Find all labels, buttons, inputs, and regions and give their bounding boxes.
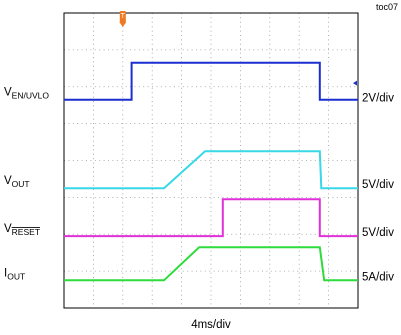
channel-scale-label: 5V/div: [362, 227, 394, 239]
time-scale-label: 4ms/div: [191, 319, 231, 331]
trigger-arrow: [119, 11, 126, 23]
channel-name-label: IOUT: [4, 267, 25, 281]
trigger-letter: T: [121, 13, 126, 20]
trace-v-out: [64, 150, 358, 190]
channel-labels: VEN/UVLO 2V/div VOUT 5V/div VRESET 5V/div IOUT…: [4, 87, 394, 284]
channel-scale-label: 5V/div: [362, 179, 394, 191]
trigger-marker: T: [119, 11, 127, 27]
channel-reference-arrow: [353, 80, 357, 86]
plot-frame: [63, 12, 359, 309]
channel-name-label: VRESET: [4, 223, 40, 237]
channel-name-label: VOUT: [4, 175, 30, 189]
channel-scale-label: 5A/div: [362, 271, 394, 283]
traces: [64, 61, 358, 282]
trigger-arrow-tip: [119, 22, 127, 27]
trace-v-reset: [64, 198, 358, 238]
channel-name-label: VEN/UVLO: [4, 87, 49, 101]
channel-scale-label: 2V/div: [362, 93, 394, 105]
trace-v-en-uvlo: [64, 61, 358, 101]
trace-i-out: [64, 246, 358, 282]
graticule: [64, 13, 358, 308]
figure-tag: toc07: [376, 2, 398, 12]
